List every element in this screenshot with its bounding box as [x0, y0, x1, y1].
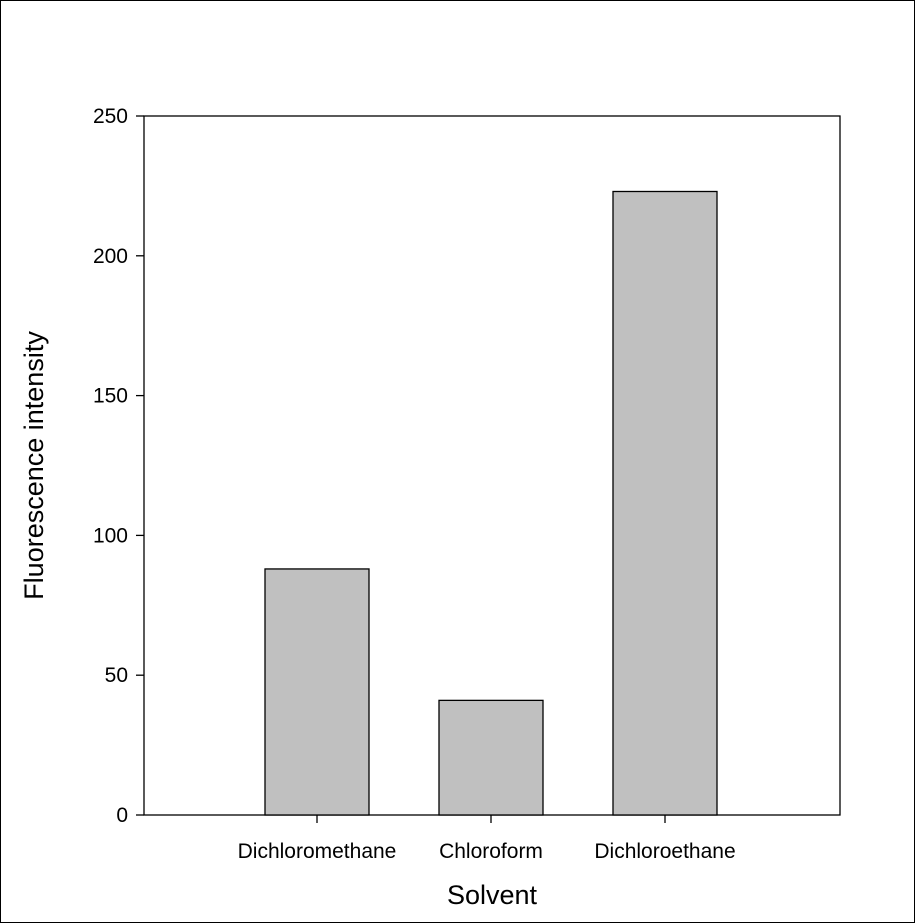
x-axis-title: Solvent: [447, 880, 538, 910]
x-tick-label: Dichloroethane: [594, 840, 735, 863]
y-tick-label: 50: [105, 664, 128, 687]
y-tick-label: 150: [93, 385, 128, 408]
y-tick-label: 250: [93, 105, 128, 128]
bar-dichloromethane: [264, 568, 370, 816]
y-axis-title: Fluorescence intensity: [19, 331, 49, 600]
y-axis: 0 50 100 150 200 250: [93, 105, 144, 827]
x-tick-label: Dichloromethane: [238, 840, 397, 863]
bars-group: [264, 190, 718, 816]
y-tick-label: 100: [93, 524, 128, 547]
x-tick-label: Chloroform: [439, 840, 543, 863]
bar-dichloroethane: [612, 190, 718, 816]
bar-chloroform: [438, 699, 544, 816]
x-axis: Dichloromethane Chloroform Dichloroethane: [238, 815, 736, 863]
y-tick-label: 200: [93, 245, 128, 268]
y-tick-label: 0: [116, 804, 128, 827]
